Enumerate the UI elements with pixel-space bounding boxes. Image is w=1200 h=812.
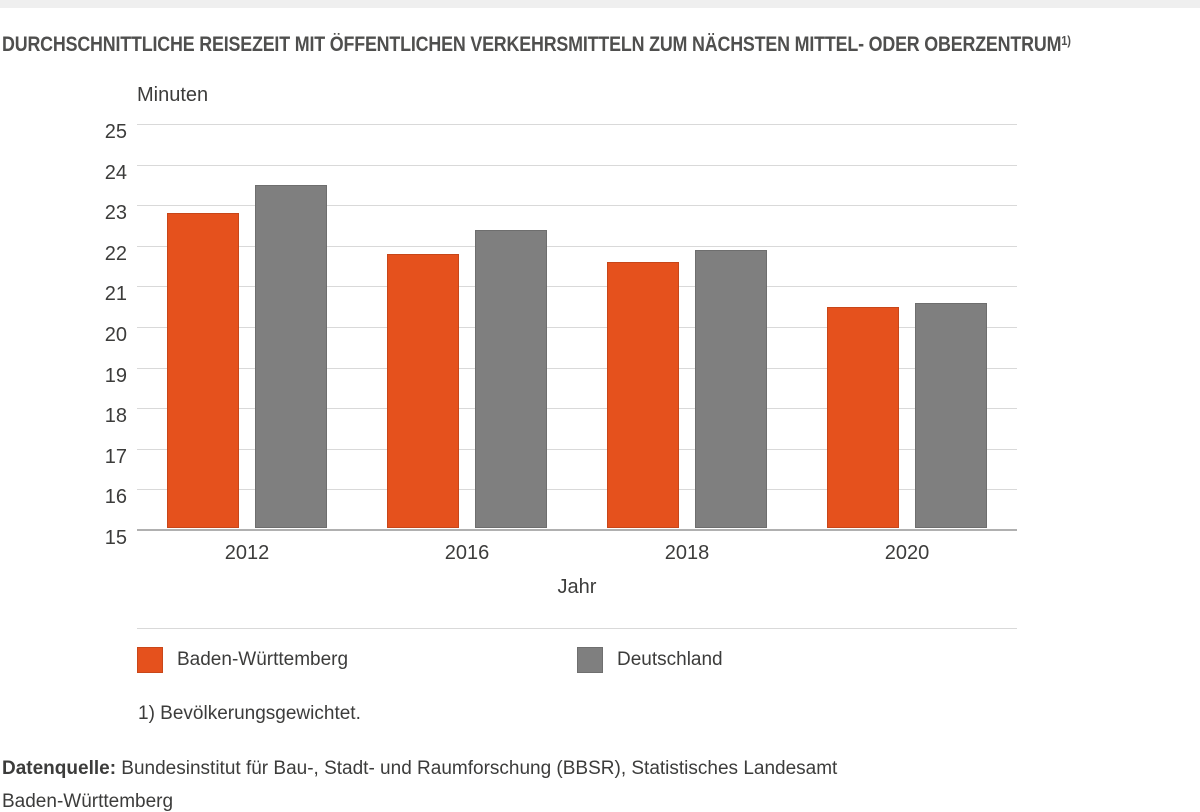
x-axis-title: Jahr [557, 576, 597, 598]
page-title: DURCHSCHNITTLICHE REISEZEIT MIT ÖFFENTLI… [2, 33, 1071, 57]
y-tick-label-22: 22 [104, 243, 127, 265]
gridline-18 [137, 408, 1017, 409]
x-axis-line [137, 529, 1017, 531]
y-axis-unit-label: Minuten [137, 84, 209, 106]
data-source: Datenquelle: Bundesinstitut für Bau-, St… [2, 752, 837, 812]
gridline-23 [137, 205, 1017, 206]
gridline-17 [137, 449, 1017, 450]
y-tick-label-23: 23 [104, 202, 127, 224]
legend-swatch-baden-wuerttemberg [137, 647, 163, 673]
y-tick-label-19: 19 [104, 365, 127, 387]
y-tick-label-24: 24 [104, 162, 127, 184]
bar-deutschland-2012 [255, 185, 327, 528]
y-tick-label-16: 16 [104, 486, 127, 508]
legend-label-deutschland: Deutschland [617, 649, 723, 670]
bar-baden-wuerttemberg-2018 [607, 262, 679, 528]
x-tick-label-2018: 2018 [664, 542, 710, 564]
gridline-22 [137, 246, 1017, 247]
gridline-20 [137, 327, 1017, 328]
y-tick-label-15: 15 [104, 527, 127, 549]
plot-area: 25 24 23 22 21 20 19 18 17 16 15 2012 2016 2018 2020 [105, 122, 1017, 564]
data-source-text-line2: Baden-Württemberg [2, 791, 174, 812]
x-tick-label-2020: 2020 [884, 542, 930, 564]
top-border-strip [0, 0, 1200, 8]
y-tick-label-20: 20 [104, 324, 127, 346]
legend-swatch-deutschland [577, 647, 603, 673]
gridline-25 [137, 124, 1017, 125]
y-tick-label-17: 17 [104, 446, 127, 468]
bar-deutschland-2016 [475, 230, 547, 528]
page-title-text: DURCHSCHNITTLICHE REISEZEIT MIT ÖFFENTLI… [2, 33, 1062, 56]
bar-baden-wuerttemberg-2012 [167, 213, 239, 528]
legend-label-baden-wuerttemberg: Baden-Württemberg [177, 649, 349, 670]
footnote: 1) Bevölkerungsgewichtet. [138, 703, 361, 724]
y-tick-label-18: 18 [104, 405, 127, 427]
bar-baden-wuerttemberg-2020 [827, 307, 899, 528]
legend-item-baden-wuerttemberg: Baden-Württemberg [137, 647, 348, 673]
bar-baden-wuerttemberg-2016 [387, 254, 459, 528]
data-source-label: Datenquelle: [2, 758, 117, 779]
legend-separator-line [137, 628, 1017, 629]
title-footnote-marker: 1) [1061, 33, 1071, 48]
y-tick-label-25: 25 [104, 121, 127, 143]
x-tick-label-2012: 2012 [224, 542, 270, 564]
bar-deutschland-2018 [695, 250, 767, 528]
legend-item-deutschland: Deutschland [577, 647, 723, 673]
gridline-19 [137, 368, 1017, 369]
gridline-16 [137, 489, 1017, 490]
y-tick-label-21: 21 [104, 283, 127, 305]
gridline-24 [137, 165, 1017, 166]
gridline-21 [137, 286, 1017, 287]
bar-deutschland-2020 [915, 303, 987, 528]
x-tick-label-2016: 2016 [444, 542, 490, 564]
data-source-text: Bundesinstitut für Bau-, Stadt- und Raum… [116, 758, 838, 779]
